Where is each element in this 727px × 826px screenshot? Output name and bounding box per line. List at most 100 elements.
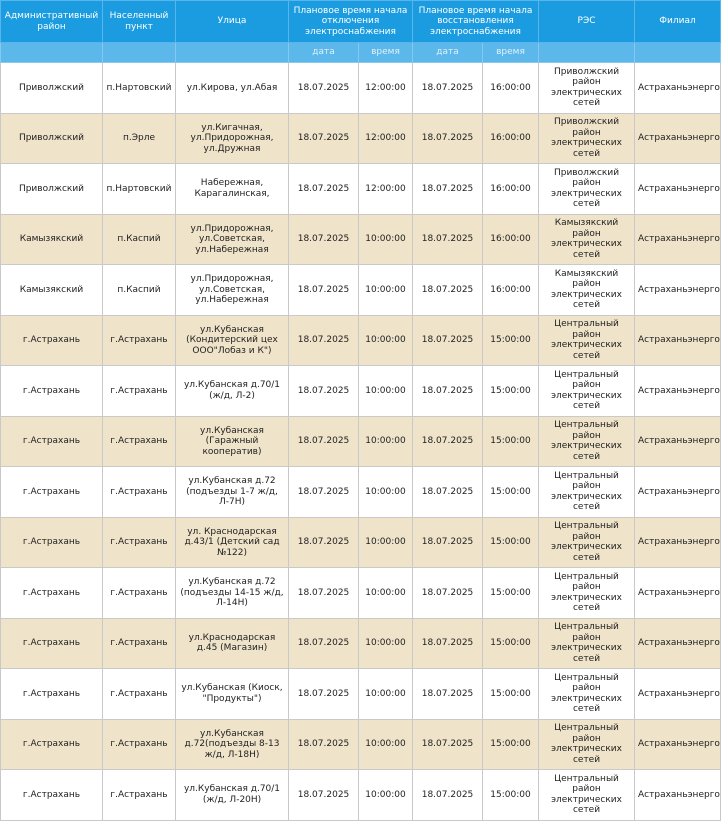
header-cell: Плановое время начала восстановления эле…: [411, 0, 540, 43]
table-cell: 18.07.2025: [412, 617, 483, 669]
table-cell: г.Астрахань: [0, 718, 103, 770]
table-cell: Астраханьэнерго: [634, 314, 722, 366]
table-cell: ул.Придорожная, ул.Советская, ул.Набереж…: [175, 264, 289, 316]
subheader-cell: дата: [412, 42, 483, 63]
table-cell: г.Астрахань: [0, 365, 103, 417]
table-cell: 18.07.2025: [288, 718, 359, 770]
table-cell: ул.Кубанская д.72 (подъезды 14-15 ж/д, Л…: [175, 567, 289, 619]
table-cell: 18.07.2025: [412, 718, 483, 770]
table-row: г.Астрахань г.Астрахань ул.Кубанская д.70/…: [0, 769, 722, 821]
subheader-cell: дата: [288, 42, 359, 63]
table-cell: ул.Кубанская д.70/1 (ж/д, Л-2): [175, 365, 289, 417]
table-cell: ул.Кубанская д.70/1 (ж/д, Л-20Н): [175, 769, 289, 821]
table-cell: г.Астрахань: [0, 617, 103, 669]
table-cell: ул.Кубанская д.72 (подъезды 1-7 ж/д, Л-7…: [175, 466, 289, 518]
table-cell: 18.07.2025: [412, 213, 483, 265]
table-cell: 18.07.2025: [288, 617, 359, 669]
table-cell: Камызякский: [0, 264, 103, 316]
table-row: г.Астрахань г.Астрахань ул.Кубанская (Киос…: [0, 668, 722, 720]
table-cell: 15:00:00: [481, 617, 540, 669]
table-cell: г.Астрахань: [0, 466, 103, 518]
table-cell: Центральный район электрических сетей: [538, 769, 636, 821]
table-cell: Астраханьэнерго: [634, 415, 722, 467]
table-cell: Астраханьэнерго: [634, 163, 722, 215]
table-cell: Приволжский: [0, 112, 103, 164]
table-cell: Астраханьэнерго: [634, 516, 722, 568]
table-cell: 10:00:00: [358, 567, 413, 619]
table-cell: 10:00:00: [358, 365, 413, 417]
table-cell: 15:00:00: [481, 415, 540, 467]
table-cell: ул.Кубанская (Гаражный кооператив): [175, 415, 289, 467]
table-cell: 10:00:00: [358, 314, 413, 366]
table-cell: Приволжский район электрических сетей: [538, 112, 636, 164]
table-row: Приволжский п.Эрле ул.Кигачная, ул.Придоро…: [0, 112, 722, 164]
table-cell: Центральный район электрических сетей: [538, 668, 636, 720]
table-cell: 18.07.2025: [288, 365, 359, 417]
table-cell: 15:00:00: [481, 718, 540, 770]
table-cell: г.Астрахань: [102, 314, 176, 366]
table-row: г.Астрахань г.Астрахань ул.Кубанская д.72 …: [0, 567, 722, 619]
table-cell: п.Нартовский: [102, 62, 176, 114]
table-cell: г.Астрахань: [102, 718, 176, 770]
table-cell: 10:00:00: [358, 264, 413, 316]
table-cell: п.Эрле: [102, 112, 176, 164]
table-row: Камызякский п.Каспий ул.Придорожная, ул.Со…: [0, 264, 722, 316]
table-cell: 16:00:00: [481, 112, 540, 164]
table-cell: 10:00:00: [358, 415, 413, 467]
table-row: г.Астрахань г.Астрахань ул.Кубанская (Конд…: [0, 314, 722, 366]
table-cell: г.Астрахань: [0, 314, 103, 366]
table-cell: 18.07.2025: [288, 264, 359, 316]
table-cell: Приволжский: [0, 163, 103, 215]
header-cell: Филиал: [634, 0, 722, 43]
table-cell: ул.Кубанская (Кондитерский цех ООО"Лобаз…: [175, 314, 289, 366]
table-cell: 18.07.2025: [288, 466, 359, 518]
table-cell: 10:00:00: [358, 617, 413, 669]
table-body: Приволжский п.Нартовский ул.Кирова, ул.Аба…: [0, 62, 722, 821]
table-cell: г.Астрахань: [102, 516, 176, 568]
table-cell: Центральный район электрических сетей: [538, 314, 636, 366]
header-cell: Плановое время начала отключения электро…: [288, 0, 413, 43]
table-cell: 18.07.2025: [288, 567, 359, 619]
table-cell: 18.07.2025: [412, 415, 483, 467]
table-cell: 18.07.2025: [288, 213, 359, 265]
table-cell: 18.07.2025: [412, 516, 483, 568]
table-cell: ул.Краснодарская д.45 (Магазин): [175, 617, 289, 669]
table-cell: 18.07.2025: [412, 163, 483, 215]
table-cell: Астраханьэнерго: [634, 264, 722, 316]
table-cell: 15:00:00: [481, 567, 540, 619]
table-cell: 12:00:00: [358, 163, 413, 215]
table-cell: Астраханьэнерго: [634, 62, 722, 114]
header-cell: РЭС: [538, 0, 636, 43]
subheader-cell: [538, 42, 636, 63]
table-cell: п.Каспий: [102, 264, 176, 316]
table-cell: 18.07.2025: [412, 62, 483, 114]
table-cell: 10:00:00: [358, 769, 413, 821]
table-row: г.Астрахань г.Астрахань ул. Краснодарская …: [0, 516, 722, 568]
table-cell: Астраханьэнерго: [634, 213, 722, 265]
subheader-cell: [634, 42, 722, 63]
table-cell: 18.07.2025: [412, 314, 483, 366]
table-cell: Центральный район электрических сетей: [538, 365, 636, 417]
table-cell: 15:00:00: [481, 516, 540, 568]
table-cell: Астраханьэнерго: [634, 718, 722, 770]
table-row: Приволжский п.Нартовский Набережная, Караг…: [0, 163, 722, 215]
table-row: г.Астрахань г.Астрахань ул.Краснодарская д…: [0, 617, 722, 669]
table-cell: 18.07.2025: [412, 668, 483, 720]
table-cell: 15:00:00: [481, 769, 540, 821]
table-cell: 18.07.2025: [412, 112, 483, 164]
table-row: г.Астрахань г.Астрахань ул.Кубанская (Гара…: [0, 415, 722, 467]
table-cell: 16:00:00: [481, 62, 540, 114]
table-cell: 10:00:00: [358, 516, 413, 568]
table-header: Административный район Населенный пункт …: [0, 0, 722, 63]
header-cell: Населенный пункт: [102, 0, 176, 43]
header-cell: Улица: [175, 0, 289, 43]
table-cell: Приволжский район электрических сетей: [538, 163, 636, 215]
table-cell: Центральный район электрических сетей: [538, 718, 636, 770]
table-cell: г.Астрахань: [0, 567, 103, 619]
table-cell: 10:00:00: [358, 213, 413, 265]
subheader-cell: [102, 42, 176, 63]
table-row: г.Астрахань г.Астрахань ул.Кубанская д.72 …: [0, 466, 722, 518]
table-cell: Астраханьэнерго: [634, 365, 722, 417]
